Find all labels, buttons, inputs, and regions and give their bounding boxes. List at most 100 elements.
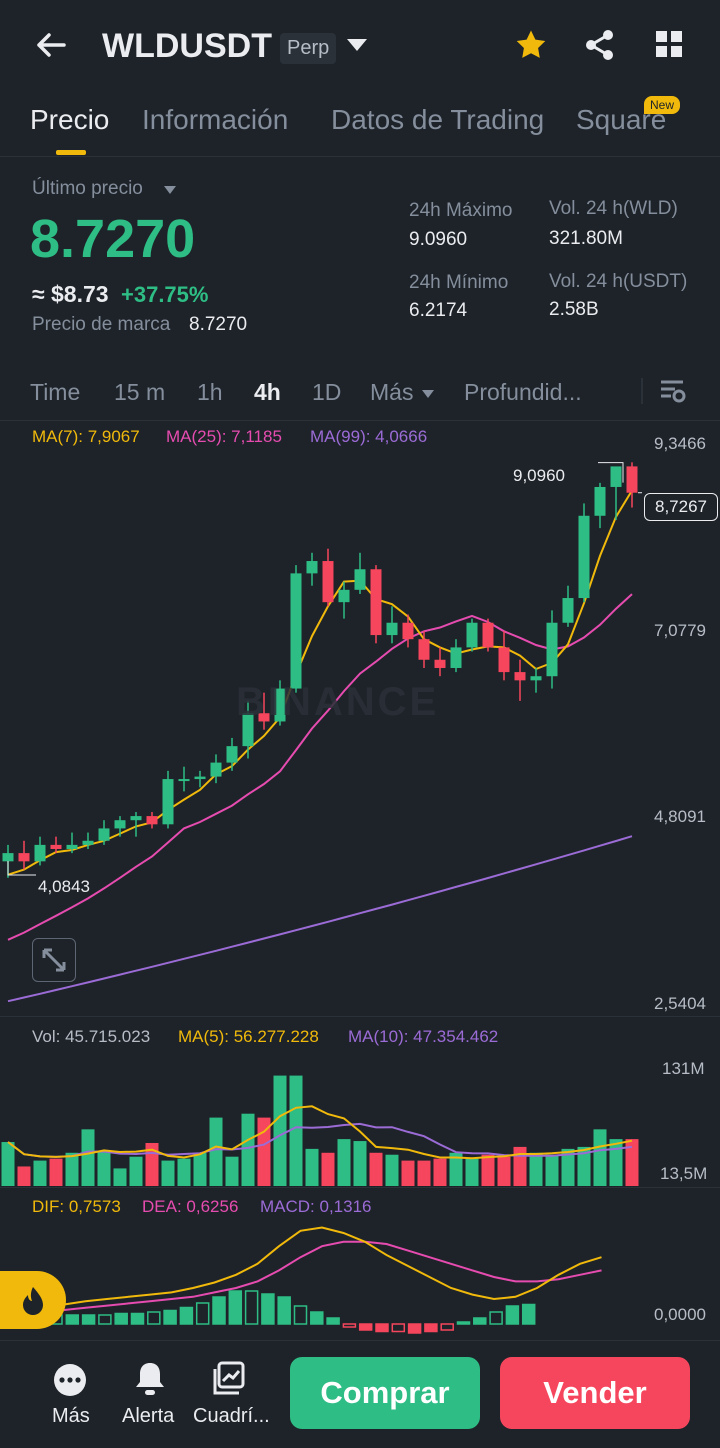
volume-bar — [161, 1160, 175, 1186]
ma7-line — [7, 489, 633, 876]
volume-bar — [33, 1160, 47, 1186]
last-price-label[interactable]: Último precio — [32, 178, 143, 199]
macd-histogram-bar — [244, 1290, 259, 1325]
back-arrow-icon[interactable] — [34, 28, 68, 62]
macd-histogram-bar — [195, 1302, 210, 1325]
volume-bar — [241, 1113, 255, 1186]
candle — [18, 840, 30, 870]
macd-histogram-bar — [277, 1296, 291, 1325]
tf-depth[interactable]: Profundid... — [464, 379, 582, 405]
candle — [450, 639, 462, 673]
tf-divider — [641, 378, 643, 404]
volume-bar — [1, 1142, 15, 1186]
candle — [498, 630, 510, 681]
last-price-caret-icon[interactable] — [163, 182, 177, 194]
macd-divider — [0, 1187, 720, 1188]
alert-label[interactable]: Alerta — [122, 1405, 175, 1427]
vol-wld-value: 321.80M — [549, 228, 623, 249]
dif-label: DIF: 0,7573 — [32, 1197, 121, 1216]
low-marker-label: 4,0843 — [38, 877, 90, 896]
candle — [290, 565, 302, 693]
volume-chart[interactable] — [0, 1050, 720, 1190]
tf-more-caret-icon[interactable] — [421, 386, 435, 398]
macd-histogram-bar — [424, 1323, 438, 1333]
macd-histogram-bar — [391, 1323, 406, 1333]
volume-bar — [97, 1150, 111, 1186]
volume-bar — [545, 1154, 559, 1186]
low-marker-line — [7, 860, 36, 876]
tab-datos-trading[interactable]: Datos de Trading — [331, 104, 545, 135]
candle — [178, 766, 190, 792]
macd-histogram-bar — [342, 1323, 357, 1328]
active-tab-indicator — [56, 150, 86, 155]
candlestick-chart[interactable] — [0, 420, 720, 1020]
tf-more[interactable]: Más — [370, 379, 414, 405]
bell-icon[interactable] — [132, 1360, 168, 1398]
tf-1h[interactable]: 1h — [197, 379, 223, 405]
volume-bar — [577, 1146, 591, 1186]
candle — [578, 503, 590, 603]
low-24h-value: 6.2174 — [409, 300, 468, 321]
symbol-title[interactable]: WLDUSDT — [102, 27, 272, 65]
tab-informacion[interactable]: Información — [142, 104, 289, 135]
candle — [210, 754, 222, 784]
macd-histogram-bar — [81, 1314, 96, 1325]
volume-bar — [337, 1139, 351, 1186]
sell-button[interactable]: Vender — [500, 1357, 690, 1429]
star-icon[interactable] — [514, 28, 548, 62]
volume-bar — [401, 1160, 415, 1186]
candle — [402, 614, 414, 648]
macd-histogram-bar — [489, 1311, 503, 1325]
more-icon[interactable] — [50, 1360, 90, 1400]
high-marker-line — [598, 462, 624, 483]
candle — [594, 482, 606, 529]
volume-bar — [305, 1148, 319, 1186]
mark-price-label: Precio de marca — [32, 314, 171, 335]
volume-bar — [129, 1156, 143, 1186]
candle — [306, 552, 318, 586]
ma25-line — [7, 593, 633, 941]
tf-1d[interactable]: 1D — [312, 379, 342, 405]
buy-button[interactable]: Comprar — [290, 1357, 480, 1429]
candle — [162, 770, 174, 829]
candle — [66, 832, 78, 854]
floating-fire-button[interactable] — [0, 1271, 66, 1329]
current-price-label[interactable]: 8,7267 — [644, 493, 718, 521]
grid-icon[interactable] — [655, 30, 683, 58]
share-icon[interactable] — [583, 28, 617, 62]
volume-bar — [481, 1154, 495, 1186]
candle — [114, 816, 126, 837]
chart-settings-icon[interactable] — [659, 378, 687, 404]
vol-usdt-value: 2.58B — [549, 299, 599, 320]
dea-label: DEA: 0,6256 — [142, 1197, 239, 1216]
mark-price-value: 8.7270 — [189, 314, 248, 335]
more-label[interactable]: Más — [52, 1405, 90, 1427]
volume-bar — [369, 1152, 383, 1186]
low-24h-label: 24h Mínimo — [409, 272, 509, 293]
macd-histogram-bar — [310, 1311, 324, 1325]
dea-line — [63, 1240, 602, 1311]
candle — [546, 610, 558, 689]
vol-wld-label: Vol. 24 h(WLD) — [549, 198, 678, 219]
volume-bar — [353, 1141, 367, 1186]
candle — [530, 667, 542, 693]
macd-chart[interactable] — [0, 1190, 720, 1340]
dropdown-caret-icon[interactable] — [346, 38, 368, 52]
grid-label[interactable]: Cuadrí... — [193, 1405, 270, 1427]
ma99-label: MA(99): 4,0666 — [310, 427, 428, 446]
candle — [466, 618, 478, 652]
volume-bar — [193, 1152, 207, 1186]
macd-histogram-bar — [65, 1314, 80, 1325]
candle — [226, 737, 238, 771]
y-tick-1: 9,3466 — [654, 434, 706, 453]
tf-4h[interactable]: 4h — [254, 379, 281, 405]
tf-15m[interactable]: 15 m — [114, 379, 166, 405]
last-price-value: 8.7270 — [30, 209, 196, 269]
fullscreen-icon[interactable] — [32, 938, 76, 982]
grid-chart-icon[interactable] — [212, 1360, 248, 1396]
tf-time[interactable]: Time — [30, 379, 81, 405]
macd-histogram-bar — [456, 1321, 471, 1325]
macd-histogram-bar — [505, 1305, 520, 1325]
candle — [242, 700, 254, 759]
tab-precio[interactable]: Precio — [30, 104, 110, 135]
